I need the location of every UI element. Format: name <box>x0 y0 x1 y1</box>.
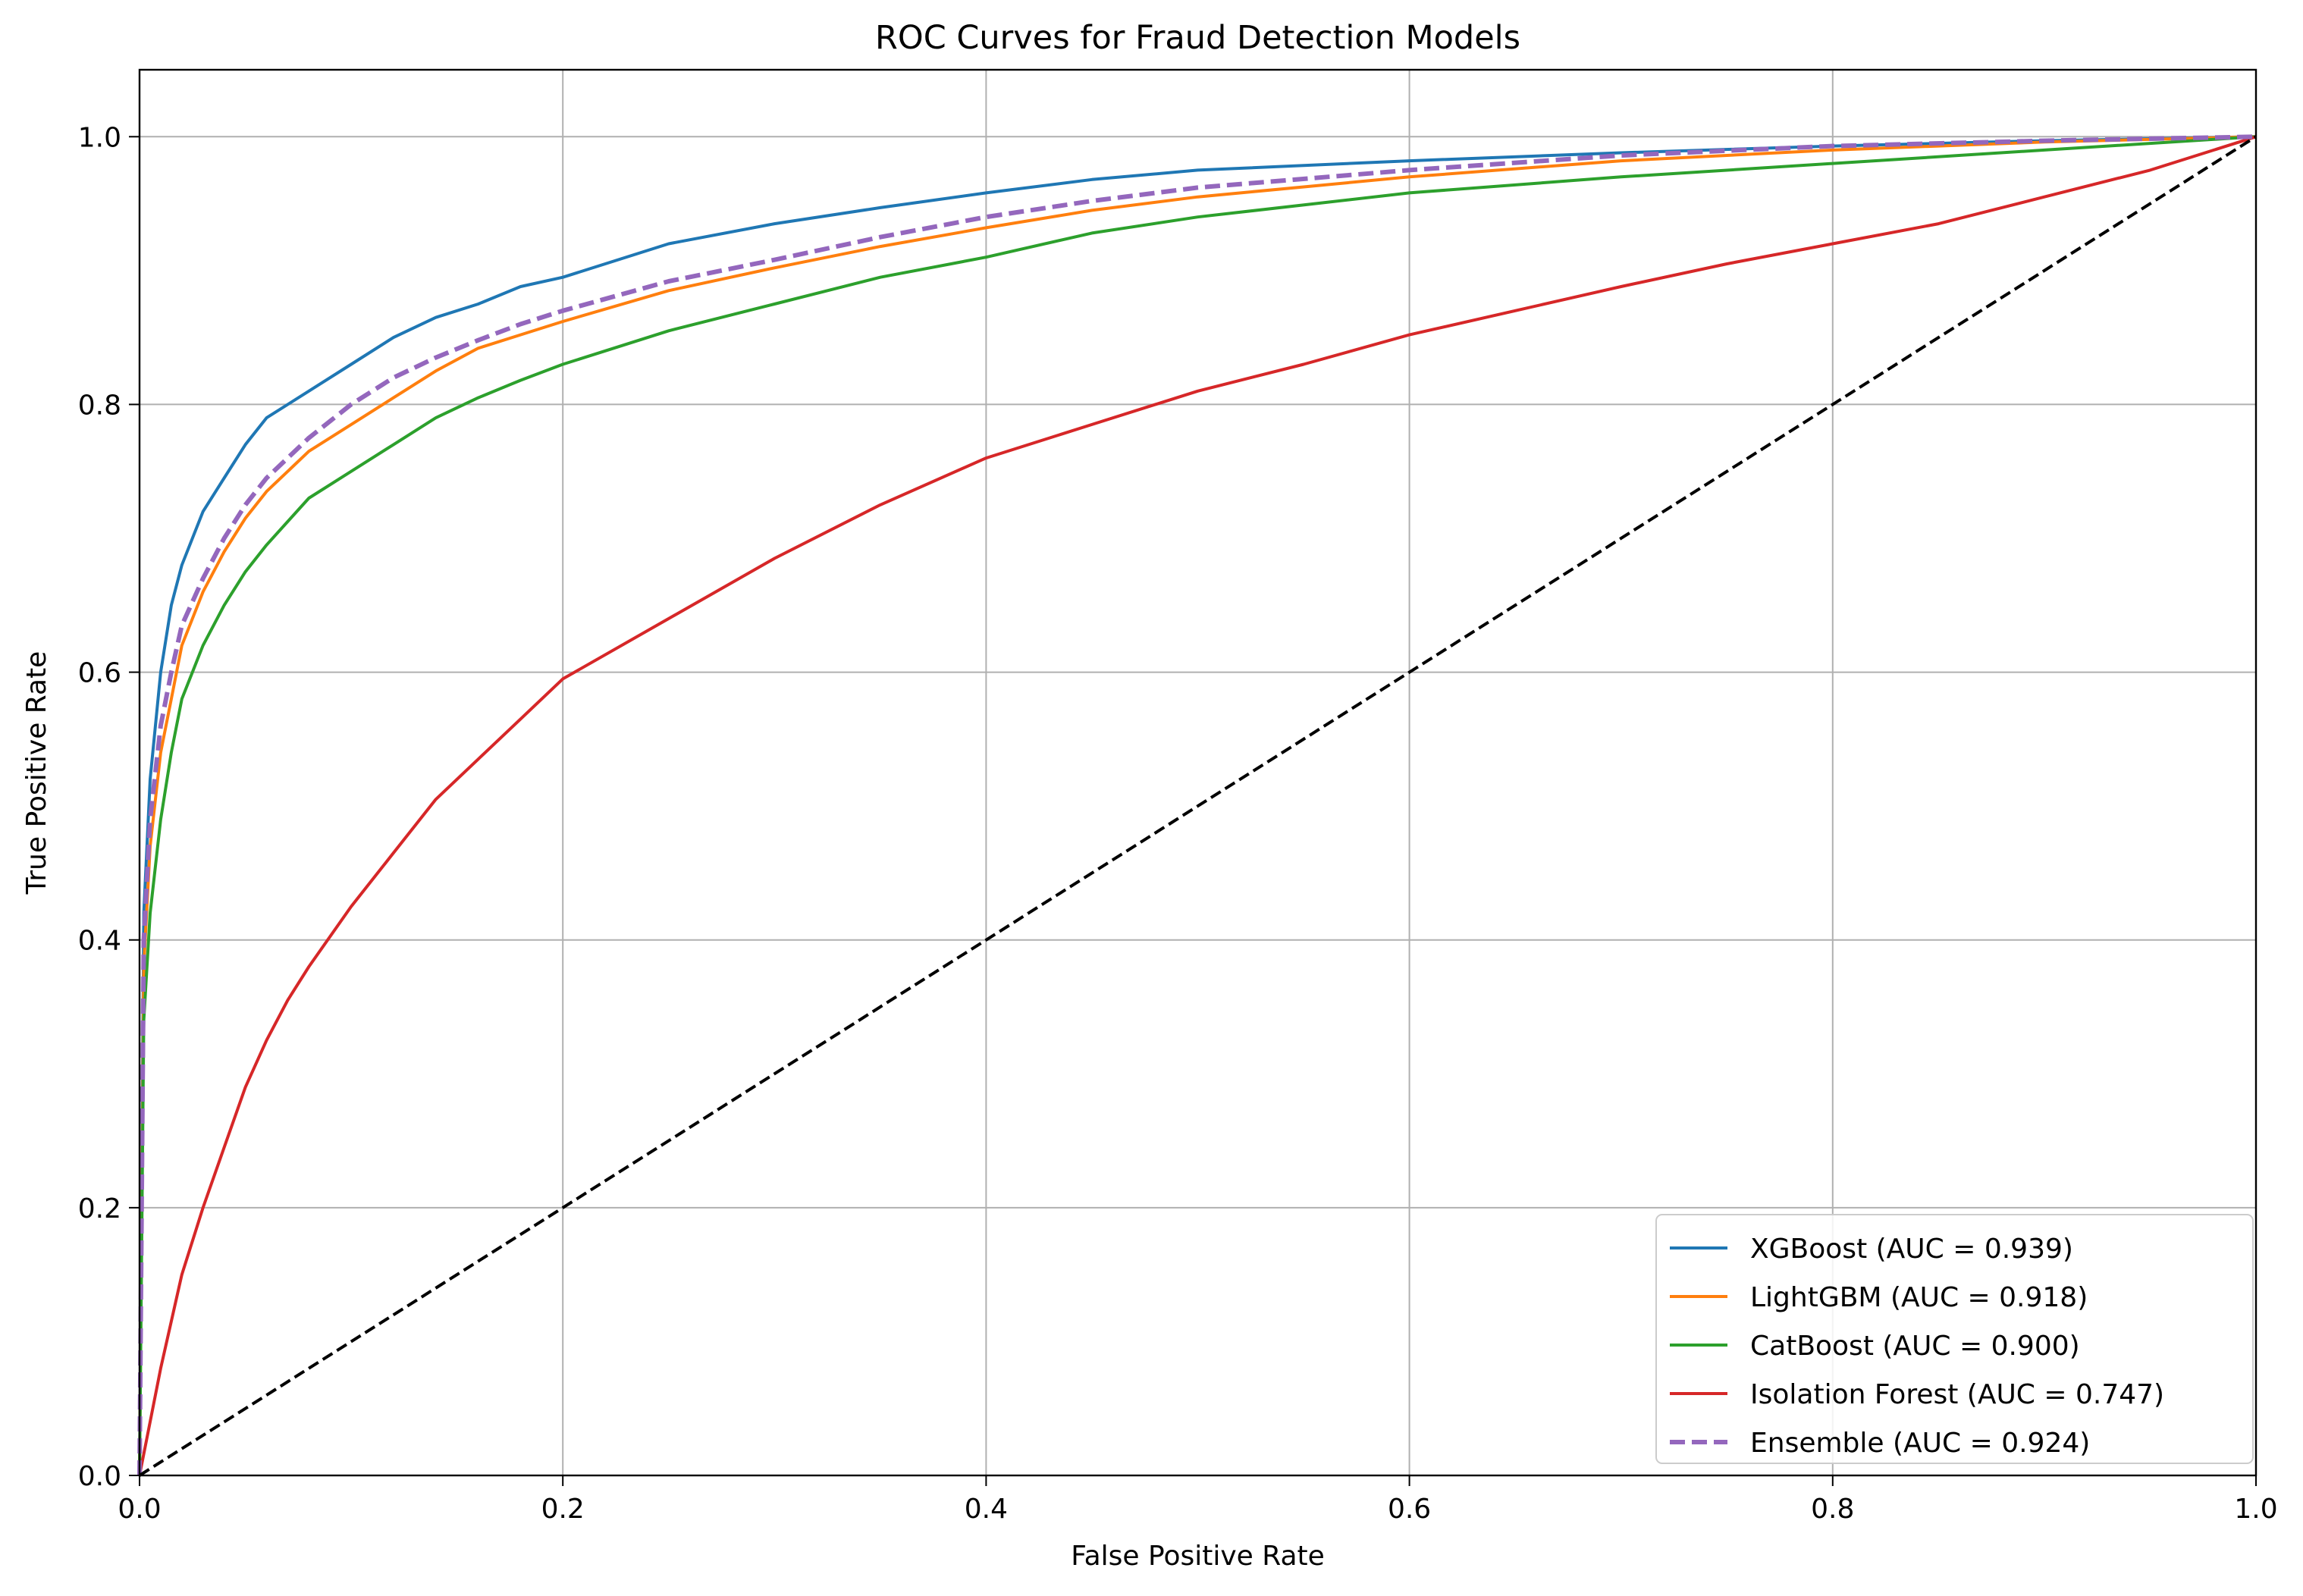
x-tick-label: 0.2 <box>541 1494 585 1525</box>
y-axis-label: True Positive Rate <box>21 651 52 895</box>
series-line-xgboost <box>138 135 2257 1476</box>
legend-label-catboost: CatBoost (AUC = 0.900) <box>1750 1331 2080 1362</box>
plot-area-frame <box>138 68 2258 1477</box>
legend-box <box>1655 1214 2254 1464</box>
series-lines <box>137 134 2258 1477</box>
series-line-lightgbm <box>138 135 2257 1476</box>
legend-label-isolation-forest: Isolation Forest (AUC = 0.747) <box>1750 1379 2164 1410</box>
y-tick-label: 0.0 <box>78 1461 121 1492</box>
y-tick-label: 0.2 <box>78 1193 121 1224</box>
legend-label-lightgbm: LightGBM (AUC = 0.918) <box>1750 1282 2088 1313</box>
y-tick-label: 0.8 <box>78 390 121 421</box>
x-tick-label: 1.0 <box>2234 1494 2277 1525</box>
y-tick-label: 1.0 <box>78 122 121 153</box>
chart-title: ROC Curves for Fraud Detection Models <box>875 19 1520 57</box>
legend-label-xgboost: XGBoost (AUC = 0.939) <box>1750 1234 2073 1265</box>
series-line-isolation-forest <box>138 135 2257 1476</box>
x-tick-label: 0.6 <box>1388 1494 1431 1525</box>
series-line-catboost <box>138 135 2257 1476</box>
axis-ticks: 0.0 0.2 0.4 0.6 0.8 1.0 0.0 0.2 0.4 0.6 0.8 1.0 <box>78 122 2278 1525</box>
x-tick-label: 0.4 <box>965 1494 1008 1525</box>
y-tick-label: 0.4 <box>78 926 121 957</box>
reference-diagonal-line <box>138 135 2258 1477</box>
x-tick-label: 0.0 <box>118 1494 161 1525</box>
series-line-ensemble <box>137 134 2257 1476</box>
legend-label-ensemble: Ensemble (AUC = 0.924) <box>1750 1428 2090 1459</box>
x-tick-label: 0.8 <box>1811 1494 1854 1525</box>
x-axis-label: False Positive Rate <box>1071 1541 1325 1572</box>
grid-lines <box>139 70 2257 1476</box>
y-tick-label: 0.6 <box>78 658 121 689</box>
legend: XGBoost (AUC = 0.939) LightGBM (AUC = 0.9… <box>1655 1214 2254 1464</box>
